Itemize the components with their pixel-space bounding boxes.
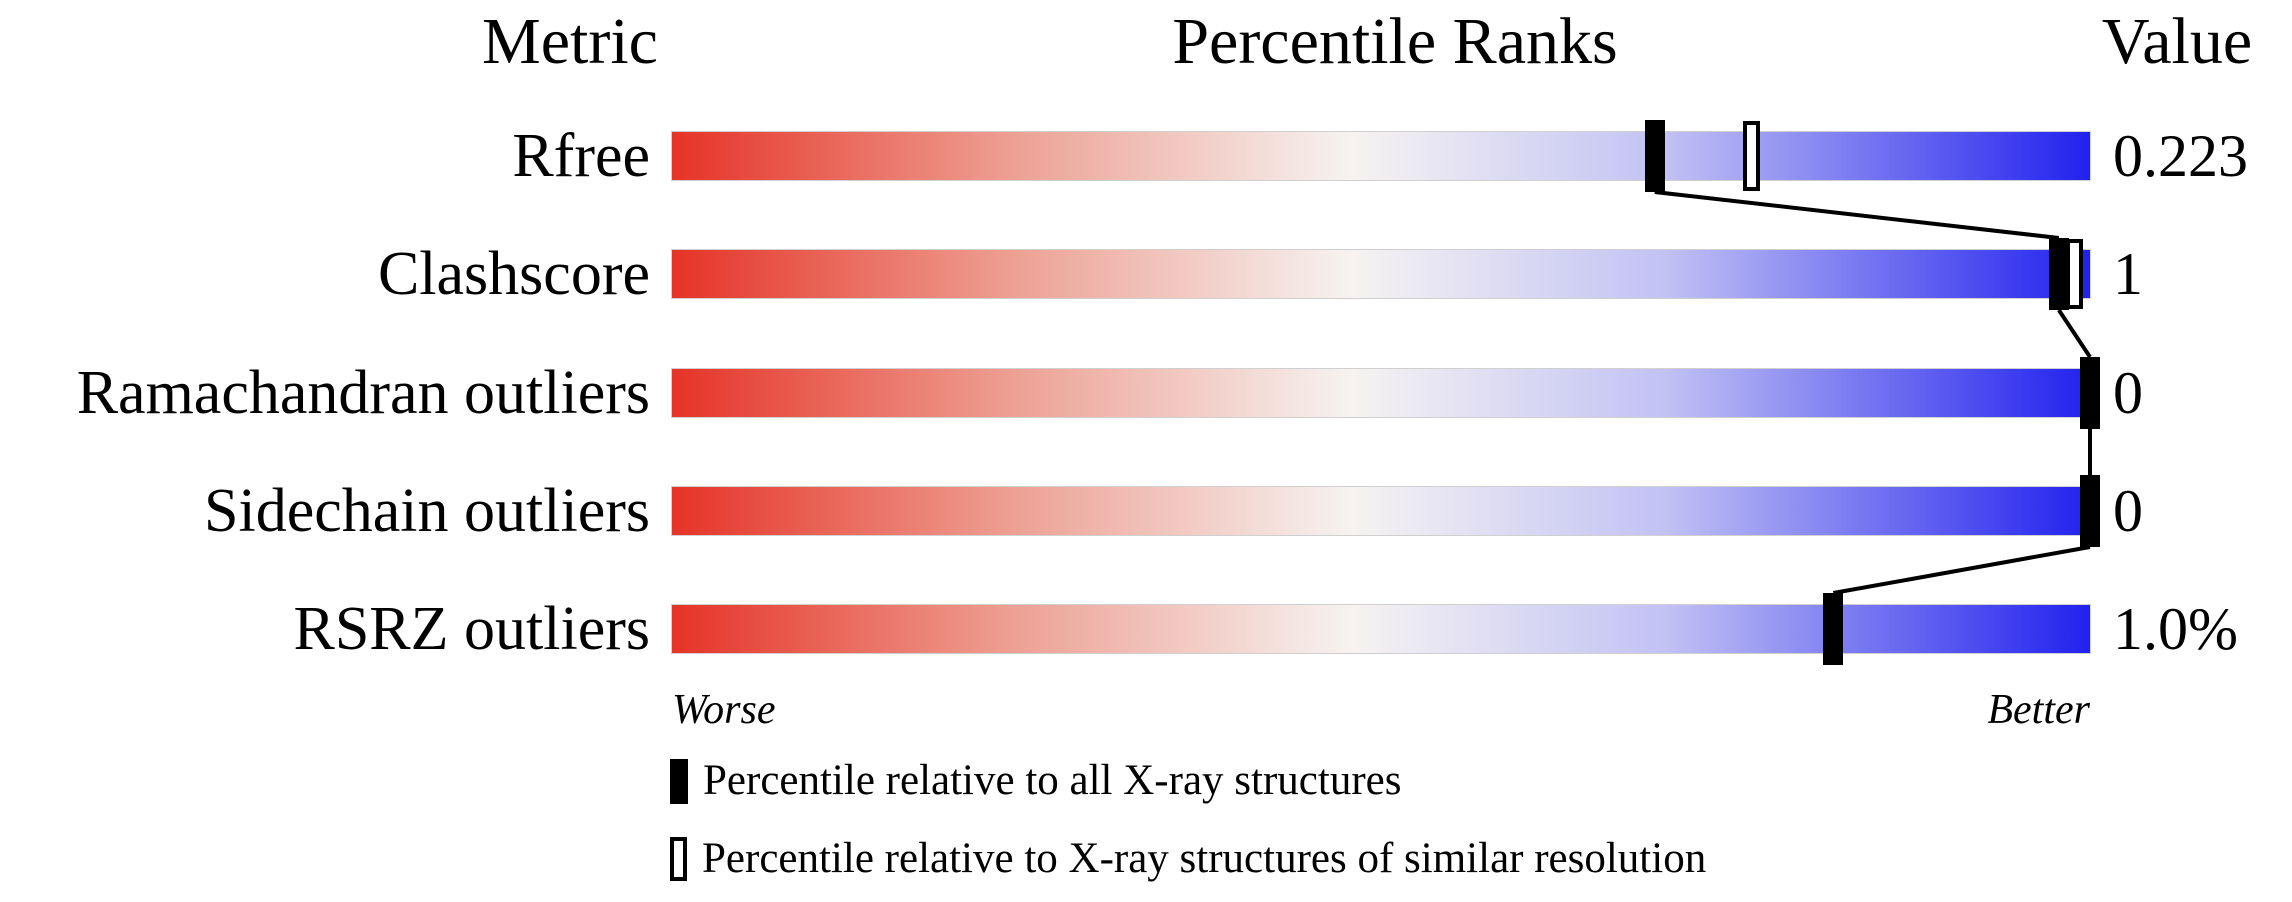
percentile-all-marker bbox=[2080, 357, 2100, 429]
percentile-gradient-bar bbox=[672, 475, 2100, 547]
metric-value: 0.223 bbox=[2113, 123, 2248, 189]
header-value: Value bbox=[2101, 5, 2253, 78]
percentile-all-marker bbox=[1644, 120, 1665, 192]
hollow-marker-icon bbox=[670, 837, 687, 881]
percentile-all-marker bbox=[2048, 238, 2069, 310]
legend-item-similar-resolution: Percentile relative to X-ray structures … bbox=[670, 835, 1706, 883]
percentile-all-marker bbox=[1823, 593, 1844, 665]
percentile-gradient-bar bbox=[672, 593, 2090, 665]
percentile-gradient-bar bbox=[672, 238, 2090, 310]
metric-label: RSRZ outliers bbox=[293, 595, 650, 663]
worse-label: Worse bbox=[672, 687, 776, 733]
percentile-gradient-bar bbox=[672, 357, 2100, 429]
percentile-similar-marker bbox=[1742, 121, 1760, 191]
metric-label: Ramachandran outliers bbox=[76, 359, 650, 427]
legend-item-all-structures: Percentile relative to all X-ray structu… bbox=[670, 757, 1401, 805]
metric-row-clashscore: Clashscore 1 bbox=[0, 238, 2292, 310]
header-percentile-ranks: Percentile Ranks bbox=[1172, 5, 1618, 78]
legend-label: Percentile relative to X-ray structures … bbox=[702, 835, 1707, 882]
metric-label: Clashscore bbox=[377, 240, 650, 308]
metric-label: Sidechain outliers bbox=[204, 477, 650, 545]
better-label: Better bbox=[1987, 687, 2090, 733]
metric-value: 1.0% bbox=[2113, 596, 2238, 662]
metric-value: 1 bbox=[2113, 241, 2143, 307]
header-metric: Metric bbox=[482, 5, 658, 78]
legend-label: Percentile relative to all X-ray structu… bbox=[703, 757, 1402, 804]
percentile-all-marker bbox=[2080, 475, 2100, 547]
metric-value: 0 bbox=[2113, 360, 2143, 426]
metric-row-rsrz-outliers: RSRZ outliers 1.0% bbox=[0, 593, 2292, 665]
percentile-gradient-bar bbox=[672, 120, 2090, 192]
metric-row-ramachandran-outliers: Ramachandran outliers 0 bbox=[0, 357, 2292, 429]
metric-row-rfree: Rfree 0.223 bbox=[0, 120, 2292, 192]
metric-row-sidechain-outliers: Sidechain outliers 0 bbox=[0, 475, 2292, 547]
metric-label: Rfree bbox=[512, 122, 650, 190]
metric-value: 0 bbox=[2113, 478, 2143, 544]
filled-marker-icon bbox=[670, 758, 688, 804]
